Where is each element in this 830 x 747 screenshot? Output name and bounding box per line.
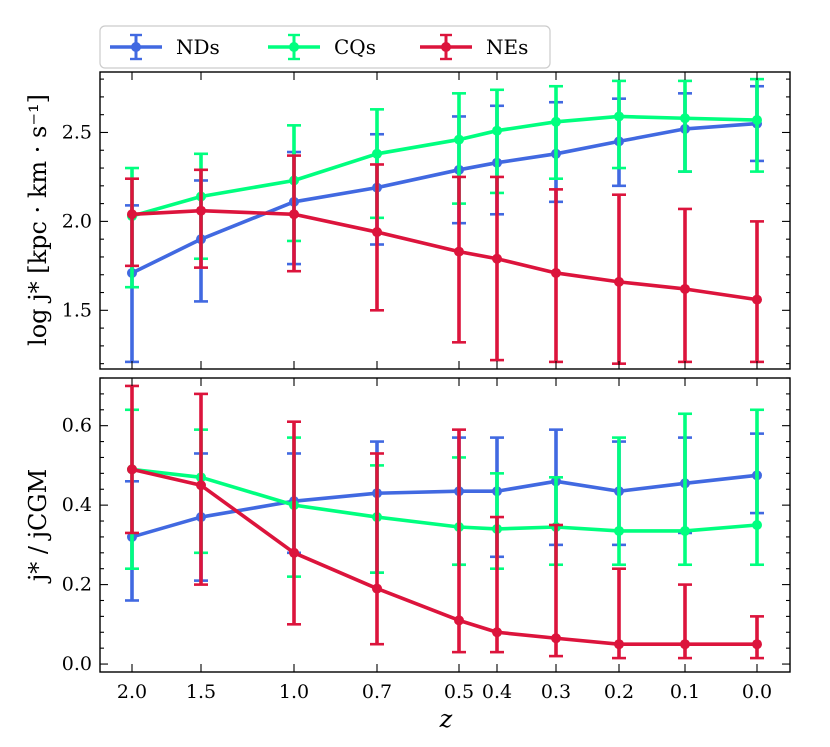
- y-tick-label: 2.5: [62, 121, 92, 143]
- y-tick-label: 1.5: [62, 299, 92, 321]
- series-nes: [125, 384, 764, 660]
- series-nes: [125, 154, 764, 365]
- data-point-nes: [127, 464, 137, 475]
- data-point-nes: [454, 246, 464, 257]
- series-nds: [125, 428, 764, 602]
- x-tick-label: 0.2: [604, 681, 634, 703]
- x-tick-label: 0.1: [670, 681, 700, 703]
- data-point-nes: [196, 480, 206, 491]
- x-tick-label: 0.7: [362, 681, 392, 703]
- top-panel: 1.5 2.0 2.5 log j* [kpc · km · s⁻¹]: [24, 71, 791, 370]
- x-tick-label: 1.5: [186, 681, 216, 703]
- legend-label-cqs: CQs: [334, 35, 376, 59]
- series-line-cqs: [131, 114, 758, 218]
- data-point-nes: [127, 209, 137, 220]
- data-point-nes: [372, 583, 382, 594]
- data-point-cqs: [680, 525, 690, 536]
- series-line-nes: [131, 467, 757, 646]
- legend-label-nds: NDs: [176, 35, 220, 59]
- data-point-nes: [454, 615, 464, 626]
- data-point-nes: [289, 209, 299, 220]
- legend: NDs CQs NEs: [99, 25, 551, 69]
- data-point-nes: [680, 639, 690, 650]
- bottom-axes-frame: [99, 377, 791, 673]
- data-point-cqs: [372, 148, 382, 159]
- data-point-nes: [614, 639, 624, 650]
- series-line-nds: [131, 121, 758, 275]
- series-line-nds: [131, 473, 758, 539]
- data-point-cqs: [551, 116, 561, 127]
- legend-item-nes: NEs: [420, 33, 528, 61]
- data-point-nes: [551, 633, 561, 644]
- x-tick-label: 0.4: [482, 681, 512, 703]
- bottom-panel: 0.0 0.2 0.4 0.6 2.0 1.5 1.0 0.7 0.5 0.4 0.3 0.2 0.1 0…: [24, 377, 791, 733]
- data-point-nes: [752, 294, 762, 305]
- y-tick-label: 0.4: [62, 494, 92, 516]
- y-tick-label: 0.0: [62, 653, 92, 675]
- data-point-nes: [614, 276, 624, 287]
- data-point-cqs: [492, 125, 502, 136]
- data-point-cqs: [614, 525, 624, 536]
- data-point-cqs: [680, 113, 690, 124]
- data-point-nes: [492, 627, 502, 638]
- data-point-nes: [196, 205, 206, 216]
- data-point-cqs: [454, 134, 464, 145]
- data-point-nes: [492, 253, 502, 264]
- legend-item-cqs: CQs: [268, 33, 376, 61]
- data-point-nes: [680, 283, 690, 294]
- x-axis-label: z: [439, 705, 453, 733]
- y-tick-label: 0.6: [62, 415, 92, 437]
- series-nds: [125, 84, 764, 364]
- series-line-nes: [131, 208, 758, 302]
- data-point-nes: [289, 547, 299, 558]
- legend-marker-cqs: [289, 42, 299, 52]
- x-tick-label: 0.3: [541, 681, 571, 703]
- legend-item-nds: NDs: [110, 33, 220, 61]
- x-tick-label: 2.0: [117, 681, 147, 703]
- legend-marker-nds: [131, 42, 141, 52]
- data-point-cqs: [752, 115, 762, 126]
- data-point-nes: [372, 227, 382, 238]
- series-cqs: [125, 77, 764, 289]
- y-tick-label: 2.0: [62, 210, 92, 232]
- legend-label-nes: NEs: [486, 35, 528, 59]
- x-tick-label: 1.0: [279, 681, 309, 703]
- y-tick-label: 0.2: [62, 574, 92, 596]
- data-point-nes: [551, 267, 561, 278]
- x-tick-label: 0.0: [742, 681, 772, 703]
- bottom-y-axis-label: j* / jCGM: [24, 469, 52, 584]
- series-line-cqs: [131, 467, 758, 533]
- top-axes-frame: [99, 71, 791, 370]
- data-point-nes: [752, 639, 762, 650]
- top-y-axis-label: log j* [kpc · km · s⁻¹]: [24, 94, 52, 346]
- legend-marker-nes: [441, 42, 451, 52]
- x-tick-label: 0.5: [444, 681, 474, 703]
- data-point-cqs: [752, 520, 762, 530]
- data-point-cqs: [614, 111, 624, 122]
- legend-frame: [99, 25, 551, 69]
